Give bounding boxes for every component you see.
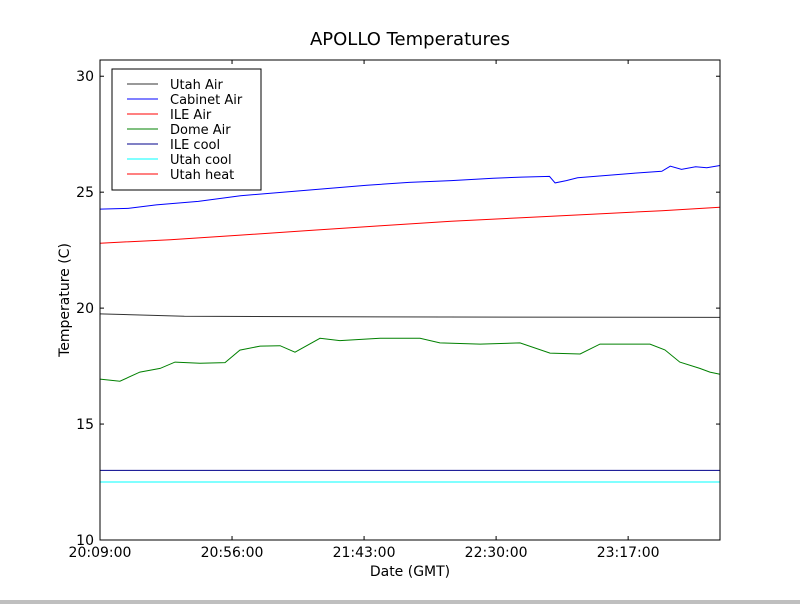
series-line-ile-air: [99, 206, 721, 244]
x-tick-label: 23:17:00: [597, 545, 660, 561]
series-line-cabinet-air: [99, 165, 721, 210]
y-axis-label: Temperature (C): [57, 243, 73, 358]
x-tick-label: 22:30:00: [465, 545, 528, 561]
y-tick-label: 25: [76, 185, 94, 201]
legend-label: Cabinet Air: [170, 93, 243, 108]
legend-label: Dome Air: [170, 123, 231, 138]
plot-frame: [99, 59, 721, 541]
y-tick-label: 20: [76, 301, 94, 317]
x-tick-label: 20:56:00: [201, 545, 264, 561]
legend-label: Utah heat: [170, 168, 234, 183]
x-tick-label: 20:09:00: [69, 545, 132, 561]
legend-label: Utah Air: [170, 78, 223, 93]
series-line-dome-air: [99, 337, 721, 382]
x-tick-label: 21:43:00: [333, 545, 396, 561]
legend-label: ILE cool: [170, 138, 220, 153]
series-line-utah-air: [99, 313, 721, 318]
y-tick-label: 15: [76, 417, 94, 433]
legend-label: Utah cool: [170, 153, 232, 168]
chart-title: APOLLO Temperatures: [310, 29, 510, 50]
y-tick-label: 30: [76, 69, 94, 85]
y-tick-label: 10: [76, 533, 94, 549]
x-axis-label: Date (GMT): [370, 564, 450, 580]
legend-label: ILE Air: [170, 108, 212, 123]
